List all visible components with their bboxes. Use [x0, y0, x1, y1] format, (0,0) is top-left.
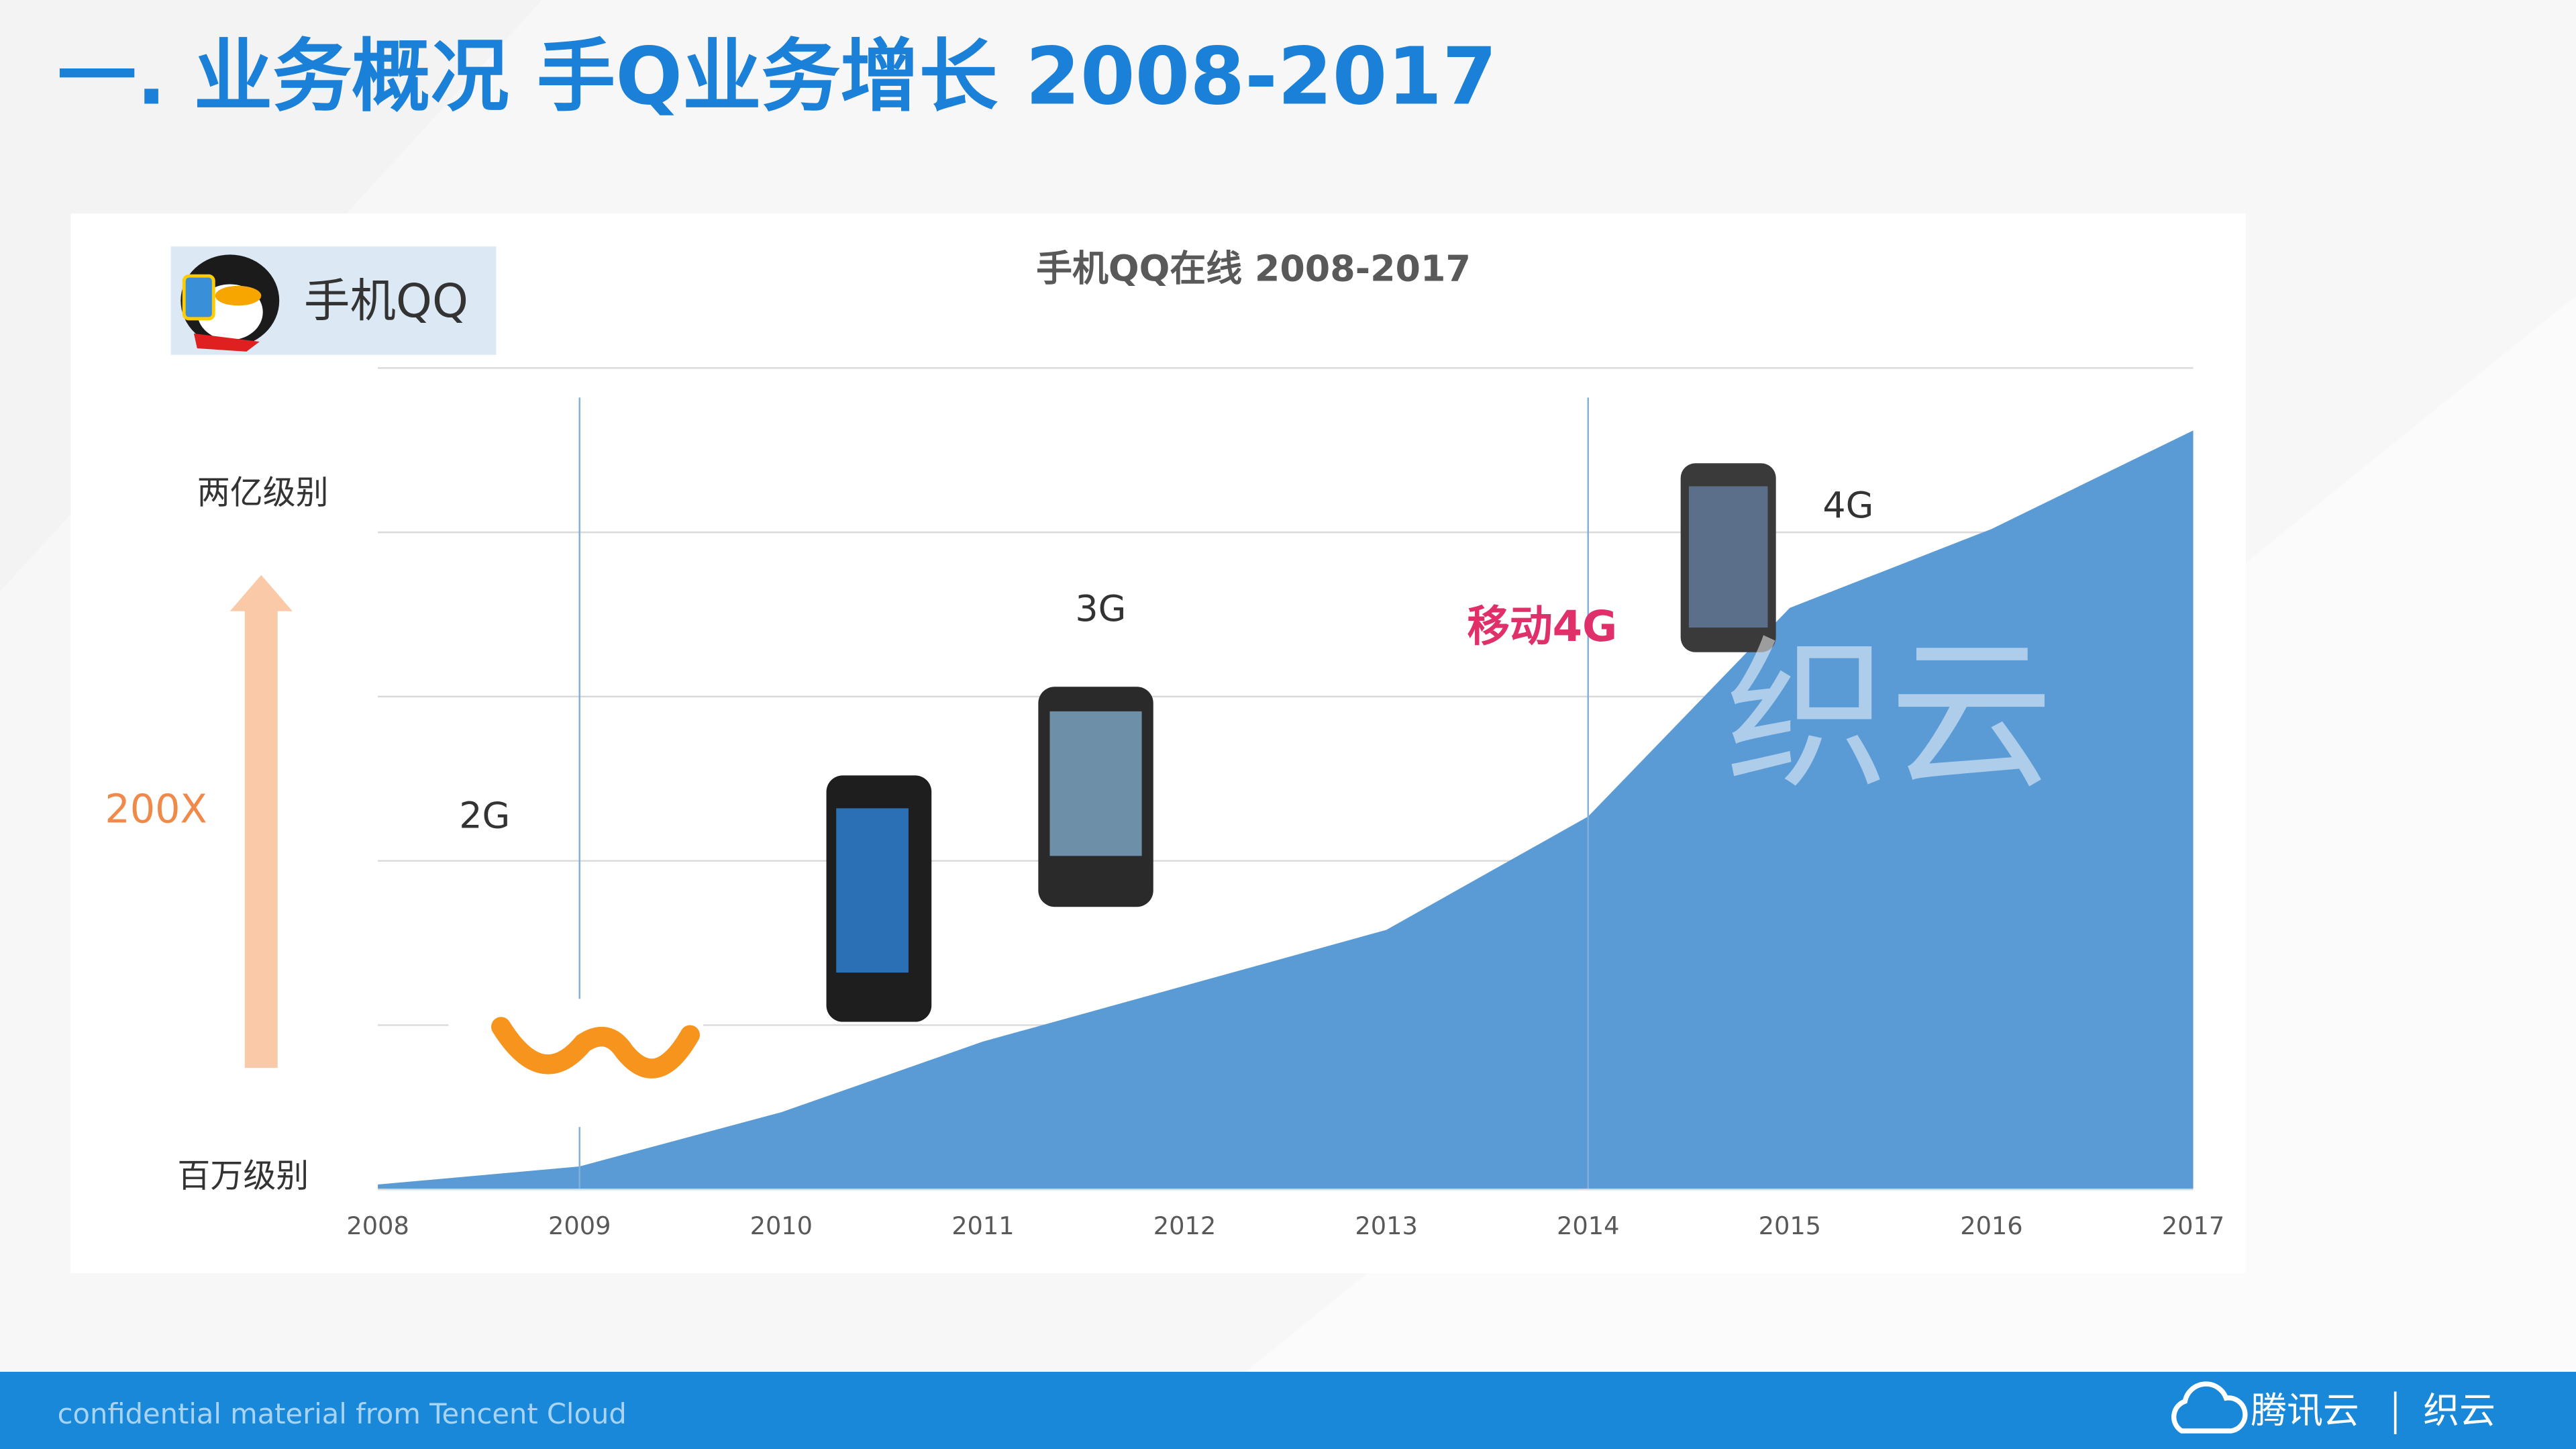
- annotation: 两亿级别: [197, 473, 329, 511]
- phone-image: [1680, 463, 1776, 652]
- logo-3g: [491, 1017, 700, 1079]
- x-tick-label: 2008: [346, 1211, 409, 1240]
- x-tick-label: 2016: [1960, 1211, 2022, 1240]
- footer-text: confidential material from Tencent Cloud: [58, 1397, 627, 1430]
- annotation: 百万级别: [177, 1157, 309, 1195]
- slide-title: 一. 业务概况 手Q业务增长 2008-2017: [58, 31, 1497, 123]
- logo-4g: 移动4G: [1467, 602, 1617, 652]
- annotation: 200X: [105, 785, 207, 832]
- logo-scarf: [193, 333, 260, 352]
- phone-image: [1038, 687, 1153, 907]
- logo-penguin: [215, 285, 262, 306]
- x-tick-label: 2013: [1355, 1211, 1417, 1240]
- x-tick-label: 2014: [1557, 1211, 1619, 1240]
- x-tick-label: 2009: [548, 1211, 611, 1240]
- phone-image: [826, 775, 932, 1022]
- phone-screen: [1688, 486, 1768, 628]
- x-tick-label: 2011: [951, 1211, 1014, 1240]
- footer-bar: [0, 1371, 2576, 1449]
- x-tick-label: 2010: [750, 1211, 813, 1240]
- plot: 手机QQ在线 2008-2017 2008 2009 2010 2011 2012 2013…: [105, 248, 2224, 1241]
- annotation: 3G: [1075, 587, 1126, 630]
- brand-icon: [2171, 1381, 2248, 1434]
- x-tick-label: 2012: [1153, 1211, 1216, 1240]
- phone-screen: [1049, 711, 1142, 856]
- logo-text: 手机QQ: [304, 274, 468, 328]
- arrow-shaft: [244, 607, 278, 1068]
- x-tick-label: 2017: [2162, 1211, 2224, 1240]
- brand: 腾讯云: [2251, 1389, 2359, 1432]
- area: [378, 430, 2194, 1190]
- phone-screen: [836, 808, 909, 973]
- watermark: 织云: [1725, 620, 2054, 811]
- annotation: 4G: [1822, 484, 1873, 526]
- x-tick-label: 2015: [1759, 1211, 1821, 1240]
- chart-title: 手机QQ在线 2008-2017: [1036, 248, 1471, 290]
- arrow-head: [229, 574, 293, 611]
- logo-phone: [182, 274, 215, 321]
- brand2: 织云: [2423, 1389, 2495, 1432]
- annotation: 2G: [459, 795, 510, 837]
